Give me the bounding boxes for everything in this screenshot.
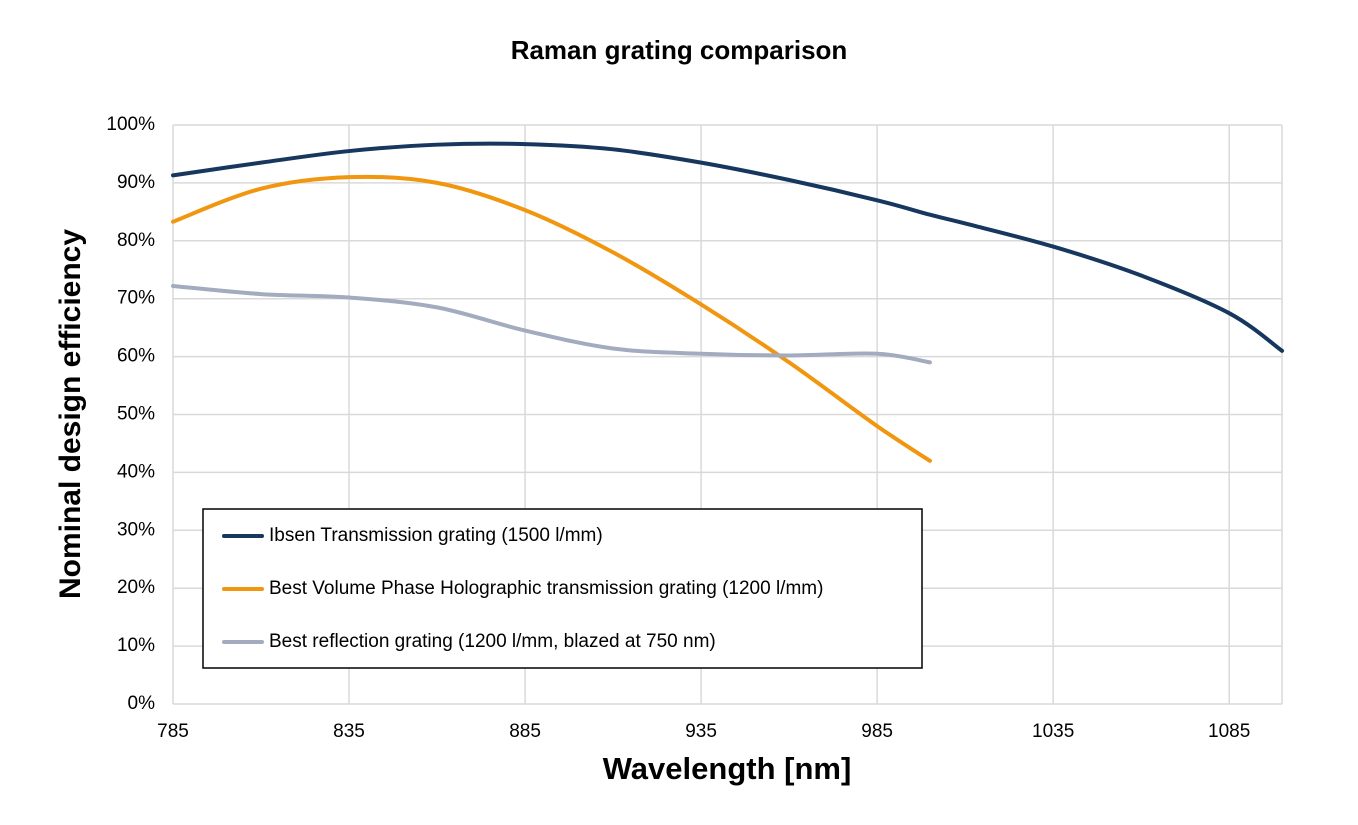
y-tick-label: 80%	[117, 230, 155, 251]
x-axis-label: Wavelength [nm]	[603, 751, 852, 786]
legend-label: Ibsen Transmission grating (1500 l/mm)	[269, 525, 603, 546]
x-tick-label: 1085	[1208, 721, 1250, 742]
chart-title: Raman grating comparison	[511, 35, 848, 65]
y-tick-label: 100%	[106, 114, 155, 135]
x-tick-label: 985	[861, 721, 893, 742]
y-tick-label: 50%	[117, 404, 155, 425]
y-axis-label: Nominal design efficiency	[54, 229, 87, 599]
y-tick-label: 40%	[117, 461, 155, 482]
y-tick-label: 10%	[117, 635, 155, 656]
x-tick-label: 935	[685, 721, 717, 742]
y-tick-label: 70%	[117, 288, 155, 309]
y-tick-label: 0%	[128, 693, 156, 714]
lines	[171, 141, 1284, 463]
legend-box	[202, 508, 923, 669]
grid: 0% 10% 20% 30% 40% 50% 60% 70% 80% 90% 100% 785 835 8…	[106, 114, 1283, 742]
x-tick-label: 1035	[1032, 721, 1074, 742]
y-tick-label: 60%	[117, 346, 155, 367]
x-tick-label: 885	[509, 721, 541, 742]
y-tick-label: 90%	[117, 172, 155, 193]
y-tick-label: 20%	[117, 577, 155, 598]
legend: Ibsen Transmission grating (1500 l/mm) Be…	[202, 508, 923, 669]
x-tick-label: 835	[333, 721, 365, 742]
x-tick-label: 785	[157, 721, 189, 742]
series-line	[171, 283, 932, 365]
legend-label: Best reflection grating (1200 l/mm, blaz…	[269, 631, 716, 652]
legend-label: Best Volume Phase Holographic transmissi…	[269, 578, 823, 599]
series-line	[171, 174, 932, 463]
series-line	[171, 141, 1284, 353]
y-tick-label: 30%	[117, 519, 155, 540]
